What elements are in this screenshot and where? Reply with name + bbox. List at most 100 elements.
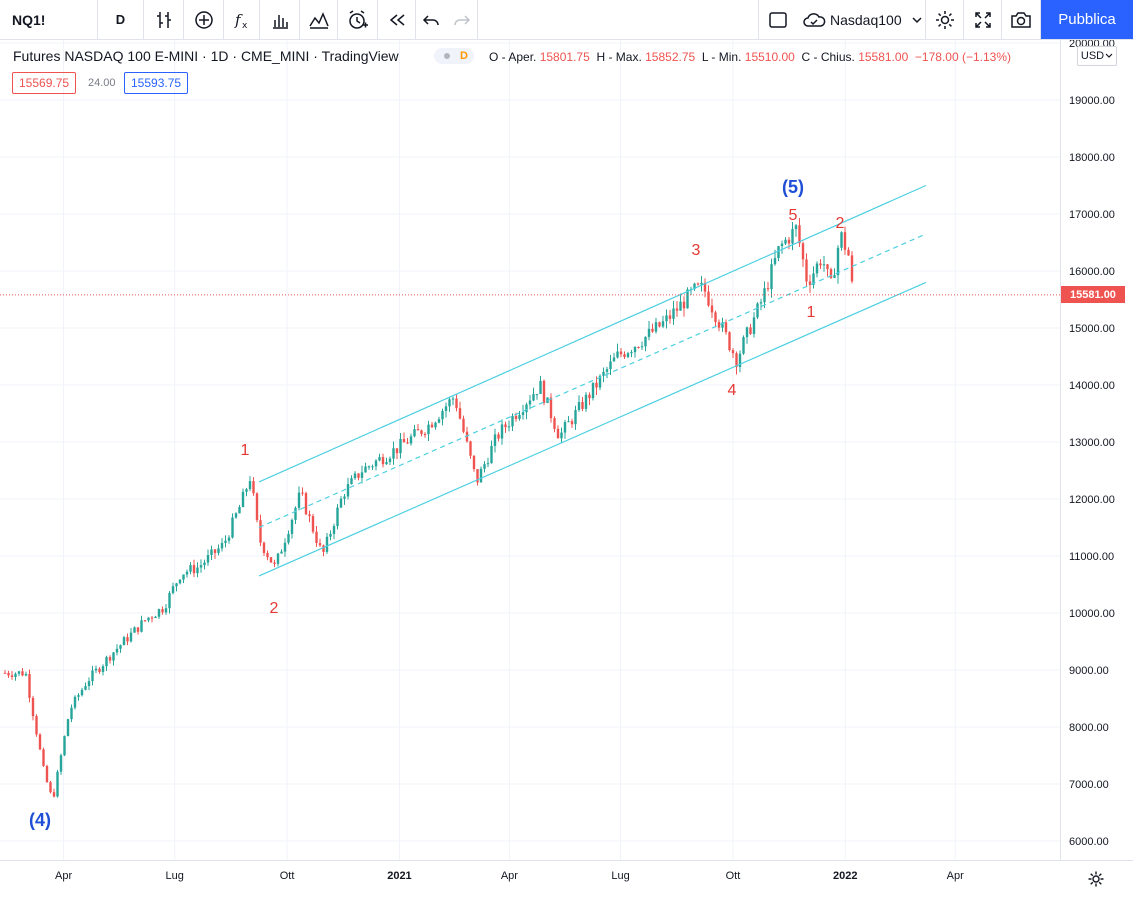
currency-select[interactable]: USD [1077, 46, 1117, 66]
alert-button[interactable] [338, 0, 378, 39]
candle-up [371, 466, 374, 468]
candle-up [70, 707, 73, 720]
chart-style-button[interactable] [144, 0, 184, 39]
cloud-icon [803, 12, 826, 27]
price-tick-label: 15000.00 [1069, 323, 1115, 335]
candle-up [63, 736, 66, 756]
candle-up [206, 554, 210, 563]
publish-button[interactable]: Pubblica [1041, 0, 1133, 39]
interval-label: D [115, 12, 126, 27]
candle-up [574, 410, 577, 425]
candle-up [833, 275, 836, 278]
candle-up [525, 404, 528, 413]
candle-down [462, 418, 465, 432]
candle-up [490, 445, 493, 464]
price-tick-label: 8000.00 [1069, 722, 1109, 734]
spread-value: 24.00 [88, 77, 116, 89]
candle-up [329, 533, 332, 537]
candle-down [595, 382, 598, 388]
sell-price-box[interactable]: 15569.75 [12, 72, 77, 94]
time-tick-label: Lug [611, 870, 629, 882]
candle-up [493, 434, 497, 446]
candle-down [675, 308, 679, 311]
time-tick-label: Apr [501, 870, 518, 882]
candle-up [759, 302, 763, 304]
gear-icon [935, 10, 954, 29]
candle-up [686, 289, 689, 309]
ohlc-legend: O - Aper. 15801.75 H - Max. 15852.75 L -… [489, 50, 1011, 64]
candle-down [35, 716, 38, 735]
snapshot-button[interactable] [1002, 0, 1041, 39]
financials-button[interactable] [260, 0, 300, 39]
candle-up [234, 513, 238, 518]
close-value: 15581.00 [858, 50, 909, 64]
candle-up [679, 301, 682, 311]
settings-button[interactable] [926, 0, 964, 39]
interval-button[interactable]: D [98, 0, 144, 39]
candle-up [647, 328, 651, 337]
chart-pane[interactable]: (4) (5) 1 2 3 4 5 1 2 [0, 40, 1060, 860]
symbol-legend-title[interactable]: Futures NASDAQ 100 E-MINI · 1D · CME_MIN… [13, 48, 399, 64]
candle-up [539, 380, 542, 394]
candle-up [598, 375, 602, 388]
square-icon [768, 11, 787, 28]
price-tick-label: 12000.00 [1069, 494, 1115, 506]
fullscreen-button[interactable] [964, 0, 1002, 39]
close-label: C - Chius. [801, 50, 855, 64]
candle-down [549, 397, 553, 419]
candle-up [444, 406, 448, 411]
time-tick-label: Ott [726, 870, 741, 882]
candle-up [24, 673, 28, 676]
candle-up [738, 353, 742, 368]
price-tick-label: 7000.00 [1069, 779, 1109, 791]
candle-up [822, 264, 826, 266]
candle-up [280, 551, 283, 554]
candle-down [108, 657, 112, 661]
candle-down [357, 473, 360, 478]
candle-up [350, 478, 353, 485]
candle-up [815, 263, 819, 274]
candle-up [343, 496, 346, 499]
candle-down [31, 697, 35, 717]
wave-label-c1: 1 [807, 304, 816, 321]
templates-button[interactable] [300, 0, 338, 39]
layout-button[interactable] [758, 0, 796, 39]
redo-button[interactable] [446, 0, 478, 39]
candle-up [112, 652, 115, 661]
gear-icon[interactable] [1087, 870, 1105, 888]
candle-down [395, 448, 399, 454]
time-axis-labels: Apr Lug Ott 2021 Apr Lug Ott 2022 Apr [55, 870, 964, 882]
candle-up [427, 424, 430, 435]
candle-down [703, 282, 707, 292]
open-label: O - Aper. [489, 50, 537, 64]
data-status-badge[interactable]: D [434, 48, 474, 64]
alarm-clock-icon [348, 9, 368, 29]
candle-down [7, 672, 10, 676]
undo-button[interactable] [416, 0, 446, 39]
candle-up [836, 247, 840, 276]
candle-down [619, 351, 623, 355]
candle-down [542, 380, 546, 403]
candle-up [756, 303, 759, 318]
buy-price-box[interactable]: 15593.75 [124, 72, 189, 94]
candle-down [192, 565, 196, 574]
candle-up [644, 336, 647, 347]
compare-button[interactable] [184, 0, 224, 39]
time-tick-label: Apr [55, 870, 72, 882]
candle-up [532, 394, 535, 401]
candle-down [514, 415, 518, 419]
price-axis[interactable]: 20000.00 19000.00 18000.00 17000.00 16000.00… [1060, 38, 1133, 860]
candle-down [458, 408, 462, 419]
candle-up [378, 457, 381, 461]
price-tick-label: 9000.00 [1069, 665, 1109, 677]
symbol-search-button[interactable]: NQ1! [0, 0, 98, 39]
replay-button[interactable] [378, 0, 416, 39]
candle-up [332, 526, 336, 534]
layout-name-button[interactable]: Nasdaq100 [796, 0, 926, 39]
candle-up [164, 608, 168, 613]
candle-up [535, 393, 539, 395]
candle-down [707, 291, 710, 306]
time-axis[interactable]: Apr Lug Ott 2021 Apr Lug Ott 2022 Apr [0, 860, 1133, 899]
candle-up [374, 460, 378, 467]
